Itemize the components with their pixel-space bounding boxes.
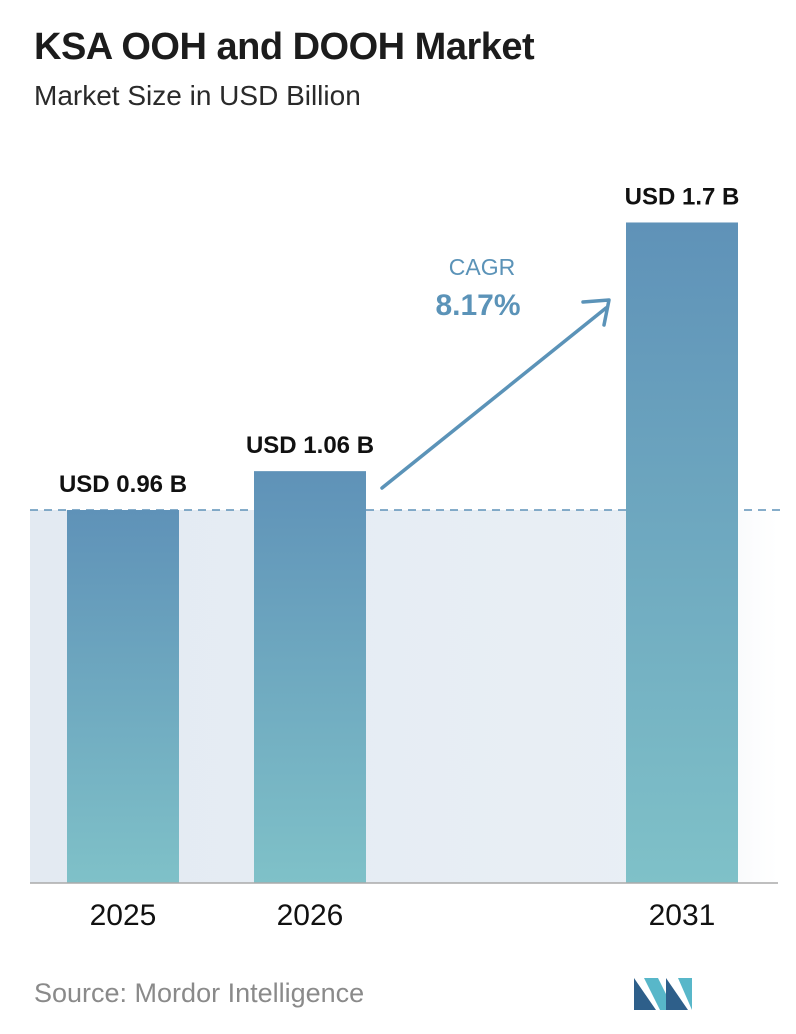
data-label-2031: USD 1.7 B — [625, 183, 740, 210]
bar-2026 — [254, 471, 366, 883]
data-label-2025: USD 0.96 B — [59, 471, 187, 498]
source-note: Source: Mordor Intelligence — [34, 978, 365, 1008]
x-tick-label-2025: 2025 — [90, 899, 157, 932]
x-tick-label-2026: 2026 — [277, 899, 344, 932]
bar-2031 — [626, 222, 738, 883]
cagr-label: CAGR — [449, 254, 515, 280]
chart-title: KSA OOH and DOOH Market — [34, 26, 535, 68]
mordor-intelligence-logo — [634, 978, 692, 1010]
chart-subtitle: Market Size in USD Billion — [34, 80, 361, 111]
data-label-2026: USD 1.06 B — [246, 432, 374, 459]
x-tick-label-2031: 2031 — [649, 899, 716, 932]
bar-2025 — [67, 510, 179, 883]
cagr-value: 8.17% — [435, 289, 520, 322]
cagr-arrow — [380, 298, 611, 490]
